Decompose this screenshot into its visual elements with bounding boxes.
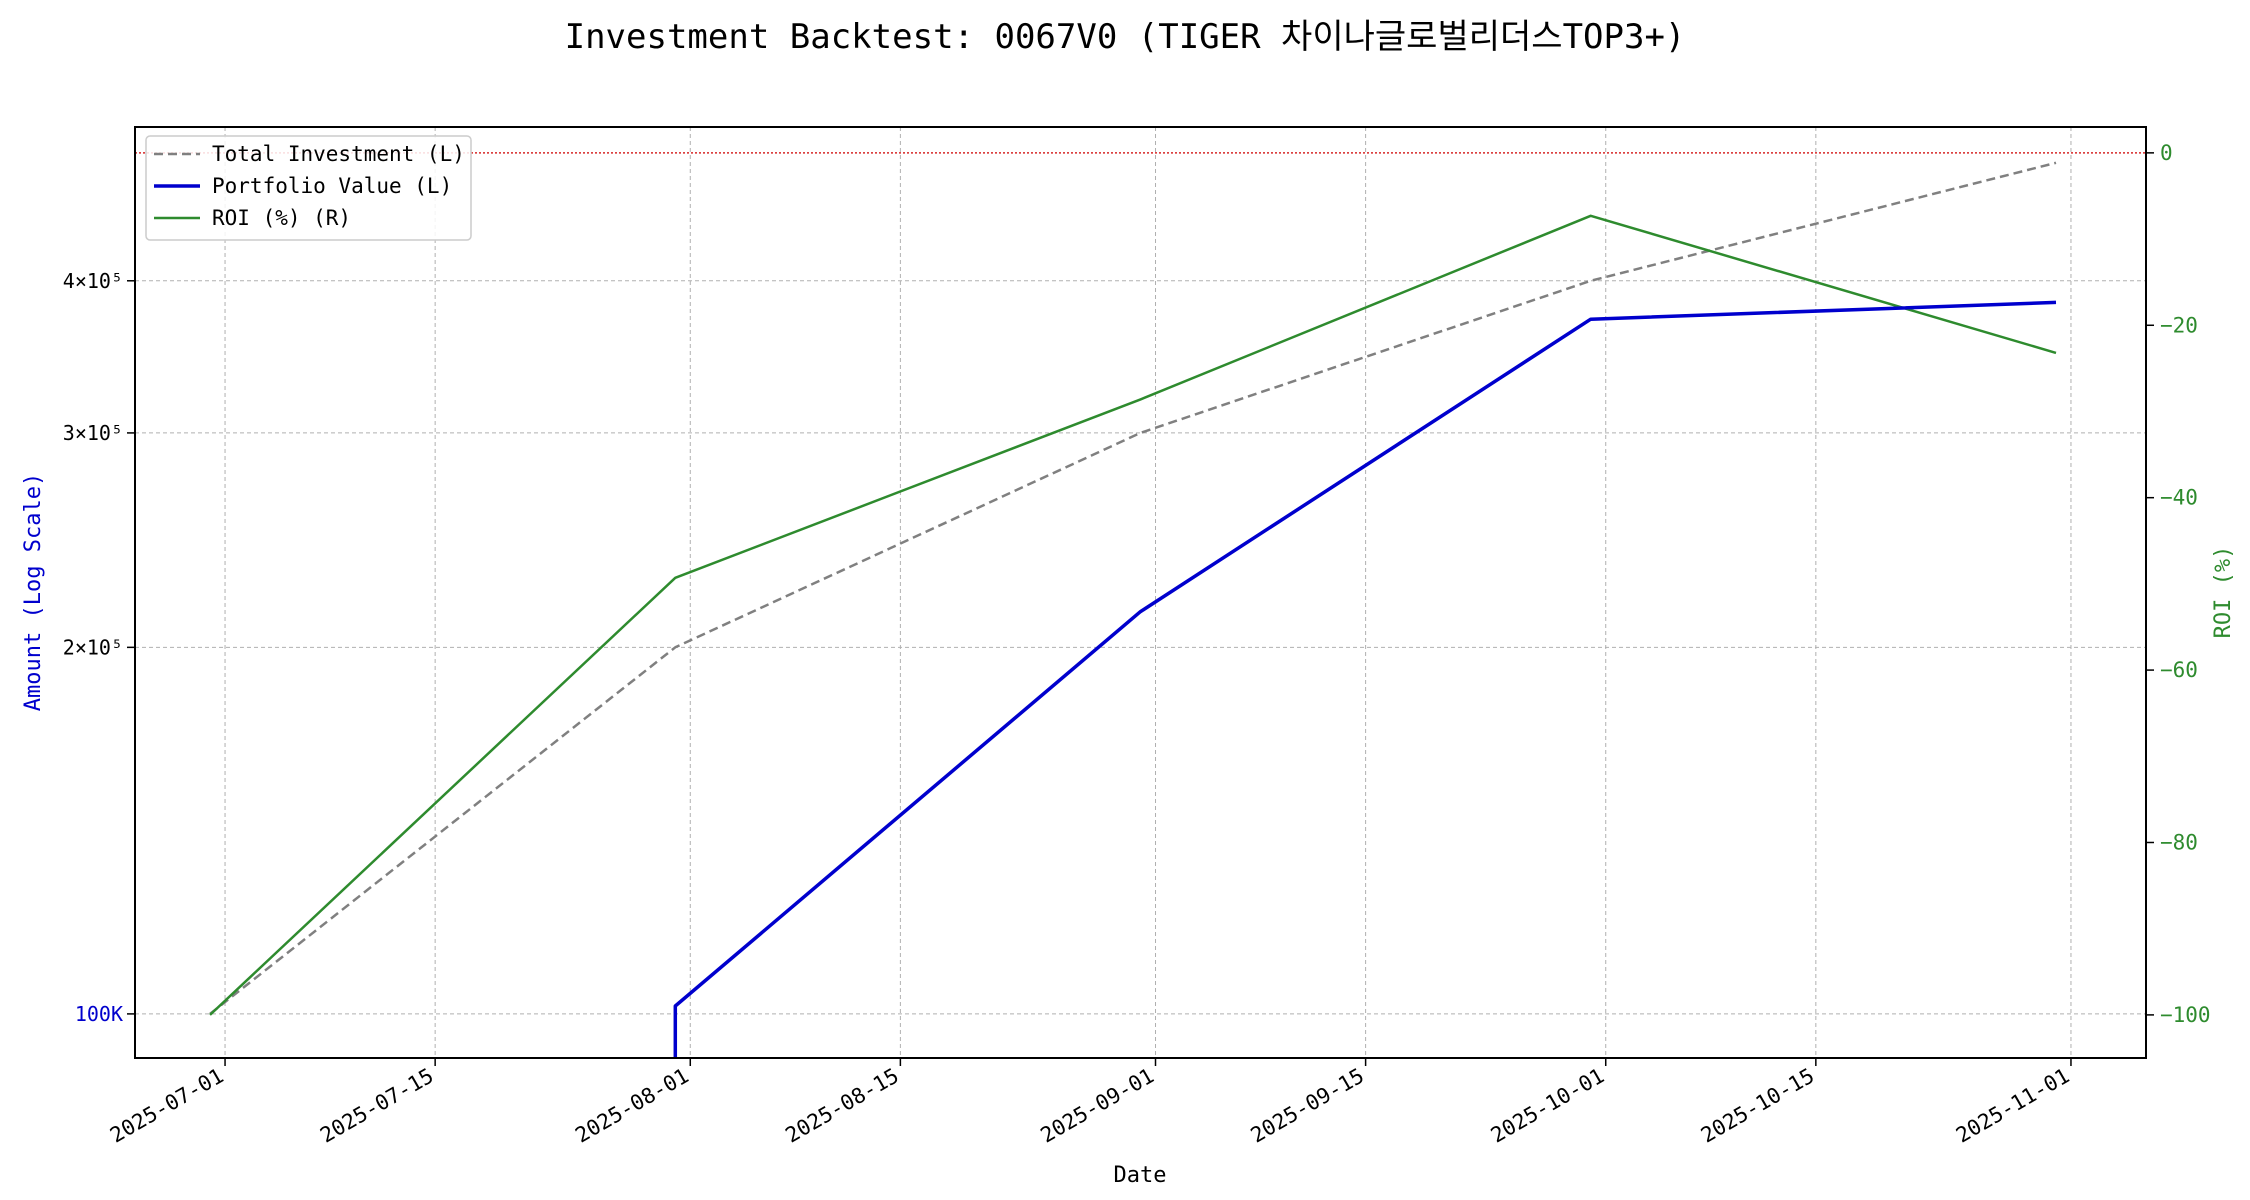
- x-tick-label: 2025-07-01: [106, 1064, 227, 1148]
- left-tick-label: 100K: [75, 1002, 123, 1026]
- right-tick-label: −100: [2160, 1003, 2211, 1027]
- right-axis-ticks: 0 −20 −40 −60 −80 −100: [2146, 141, 2211, 1027]
- legend-box: [145, 135, 472, 241]
- x-tick-label: 2025-10-15: [1697, 1064, 1818, 1148]
- right-tick-label: −20: [2160, 313, 2198, 337]
- series-line-1: [673, 300, 2057, 1058]
- right-tick-label: −60: [2160, 658, 2198, 682]
- legend-label: ROI (%) (R): [212, 206, 351, 230]
- x-tick-label: 2025-09-15: [1247, 1064, 1368, 1148]
- right-tick-label: −40: [2160, 486, 2198, 510]
- x-tick-label: 2025-08-15: [781, 1064, 902, 1148]
- x-tick-label: 2025-09-01: [1037, 1064, 1158, 1148]
- plot-frame: [134, 126, 2147, 1059]
- chart-title: Investment Backtest: 0067V0 (TIGER 차이나글로…: [565, 17, 1686, 57]
- x-axis-ticks: 2025-07-01 2025-07-15 2025-08-01 2025-08-15…: [106, 1058, 2073, 1148]
- right-tick-label: −80: [2160, 830, 2198, 854]
- left-axis-ticks: 100K 2×10⁵ 3×10⁵ 4×10⁵: [63, 269, 135, 1026]
- x-tick-label: 2025-11-01: [1952, 1064, 2073, 1148]
- legend-label: Portfolio Value (L): [212, 174, 452, 198]
- series-line-2: [209, 214, 2057, 1016]
- left-tick-label: 2×10⁵: [63, 635, 123, 659]
- right-axis-label: ROI (%): [2211, 546, 2236, 639]
- right-tick-label: 0: [2160, 141, 2173, 165]
- x-tick-label: 2025-07-15: [316, 1064, 437, 1148]
- grid-lines: [135, 127, 2146, 1058]
- legend-label: Total Investment (L): [212, 142, 465, 166]
- series-line-0: [209, 161, 2057, 1015]
- x-tick-label: 2025-10-01: [1487, 1064, 1608, 1148]
- left-tick-label: 4×10⁵: [63, 269, 123, 293]
- left-axis-label: Amount (Log Scale): [21, 473, 46, 711]
- x-tick-label: 2025-08-01: [571, 1064, 692, 1148]
- x-axis-label: Date: [1114, 1163, 1167, 1188]
- series-layer: [209, 161, 2057, 1058]
- legend: Total Investment (L) Portfolio Value (L) R…: [145, 135, 472, 241]
- left-tick-label: 3×10⁵: [63, 421, 123, 445]
